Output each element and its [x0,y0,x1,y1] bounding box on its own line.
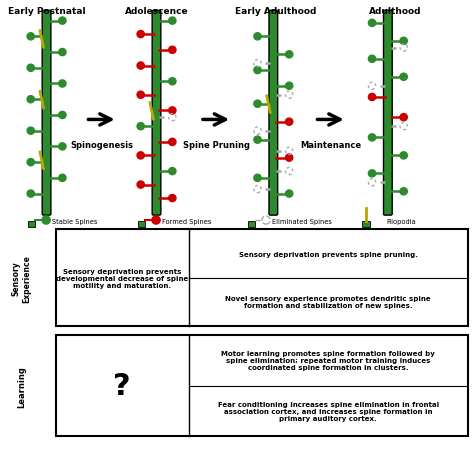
FancyBboxPatch shape [248,221,255,228]
Circle shape [254,137,261,144]
Circle shape [137,92,145,99]
Circle shape [137,63,145,70]
Circle shape [169,18,176,25]
Circle shape [285,119,293,126]
Text: Sensory deprivation prevents spine pruning.: Sensory deprivation prevents spine pruni… [239,251,418,257]
Circle shape [27,159,35,166]
Circle shape [42,216,50,225]
Circle shape [400,152,407,160]
FancyBboxPatch shape [56,230,468,327]
Circle shape [368,94,376,101]
Text: Filopodia: Filopodia [386,218,416,224]
Circle shape [137,32,145,39]
Circle shape [400,189,407,195]
Circle shape [285,155,293,162]
FancyBboxPatch shape [42,11,51,216]
Text: ?: ? [113,371,131,400]
Circle shape [137,182,145,189]
Circle shape [59,143,66,151]
Text: Spinogenesis: Spinogenesis [70,140,133,149]
Circle shape [400,115,407,121]
Circle shape [59,49,66,56]
Circle shape [254,101,261,108]
Circle shape [137,152,145,160]
Text: Novel sensory experience promotes dendritic spine
formation and stabilization of: Novel sensory experience promotes dendri… [226,296,431,309]
Circle shape [59,81,66,88]
Text: Fear conditioning increases spine elimination in frontal
association cortex, and: Fear conditioning increases spine elimin… [218,401,439,421]
Circle shape [169,78,176,86]
Text: Spine Pruning: Spine Pruning [182,140,250,149]
Text: Maintenance: Maintenance [300,140,361,149]
Text: Learning: Learning [17,365,26,407]
Circle shape [169,139,176,146]
FancyBboxPatch shape [28,221,35,228]
Text: Sensory deprivation prevents
developmental decrease of spine
motility and matura: Sensory deprivation prevents development… [56,268,188,288]
Circle shape [400,74,407,81]
Circle shape [59,112,66,119]
Text: Early Postnatal: Early Postnatal [8,7,85,16]
Text: Eliminated Spines: Eliminated Spines [272,218,332,224]
Circle shape [152,216,160,225]
Circle shape [27,128,35,135]
Circle shape [368,170,376,178]
Circle shape [27,34,35,41]
Circle shape [59,175,66,182]
Text: Adolescence: Adolescence [125,7,188,16]
FancyBboxPatch shape [56,335,468,436]
Circle shape [285,190,293,198]
Text: Early Adulthood: Early Adulthood [235,7,316,16]
FancyBboxPatch shape [383,11,392,216]
Circle shape [59,18,66,25]
Circle shape [285,83,293,90]
Circle shape [368,134,376,142]
Circle shape [254,67,261,74]
Circle shape [254,34,261,41]
FancyBboxPatch shape [362,221,370,228]
Circle shape [285,51,293,59]
FancyBboxPatch shape [152,11,161,216]
Text: Adulthood: Adulthood [368,7,421,16]
Circle shape [254,175,261,182]
Circle shape [27,65,35,72]
Circle shape [169,47,176,54]
Text: Formed Spines: Formed Spines [162,218,211,224]
Text: Stable Spines: Stable Spines [52,218,98,224]
Text: Sensory
Experience: Sensory Experience [12,254,31,302]
Text: Motor learning promotes spine formation followed by
spine elimination; repeated : Motor learning promotes spine formation … [221,350,435,371]
Circle shape [400,38,407,45]
Circle shape [169,195,176,202]
Circle shape [169,108,176,115]
FancyBboxPatch shape [138,221,145,228]
Circle shape [137,123,145,130]
FancyBboxPatch shape [269,11,278,216]
Circle shape [169,168,176,175]
Circle shape [27,97,35,104]
Circle shape [368,56,376,63]
Circle shape [368,20,376,28]
Circle shape [27,190,35,198]
